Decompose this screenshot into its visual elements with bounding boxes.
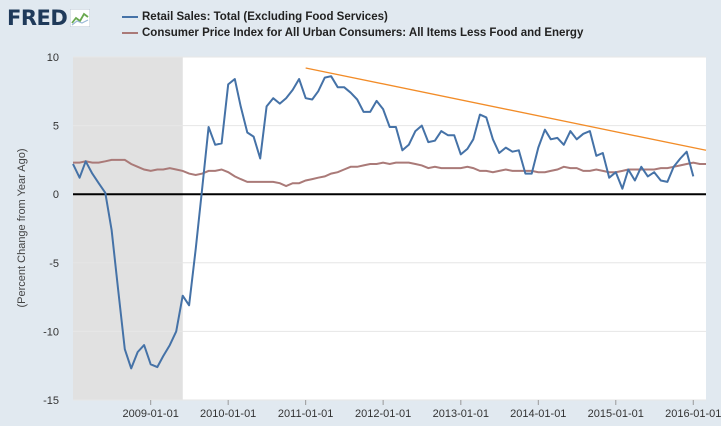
gridlines [73,56,706,401]
legend-item-retail[interactable]: Retail Sales: Total (Excluding Food Serv… [122,9,388,25]
series-line-cpi [73,158,706,188]
x-tick-label: 2011-01-01 [278,408,333,420]
recession-shading [73,57,183,400]
legend-swatch-retail [122,16,138,18]
y-tick-label: 10 [47,52,59,64]
legend-label-retail: Retail Sales: Total (Excluding Food Serv… [142,11,388,23]
y-tick-label: 5 [53,121,59,133]
y-tick-label: 0 [53,189,59,201]
legend-item-cpi[interactable]: Consumer Price Index for All Urban Consu… [122,25,583,41]
x-axis-ticks: 2009-01-01 2010-01-01 2011-01-01 2012-01-01… [123,400,721,420]
x-tick-label: 2014-01-01 [510,408,566,420]
legend-swatch-cpi [122,32,138,34]
x-tick-label: 2015-01-01 [588,408,644,420]
series-line-retail [72,75,695,370]
x-tick-label: 2012-01-01 [355,408,411,420]
x-tick-label: 2009-01-01 [123,408,179,420]
x-tick-label: 2013-01-01 [433,408,489,420]
chart-header: FRED Retail Sales: Total (Excluding Food… [0,0,721,52]
fred-logo-text: FRED [7,6,68,30]
y-tick-label: -10 [43,326,59,338]
y-tick-label: -15 [43,395,59,407]
legend-label-cpi: Consumer Price Index for All Urban Consu… [142,27,584,39]
trendline-annotation [305,67,707,151]
y-axis-ticks: -15 -10 -5 0 5 10 [43,52,59,407]
x-tick-label: 2016-01-01 [665,408,721,420]
x-tick-label: 2010-01-01 [200,408,256,420]
y-tick-label: -5 [49,258,59,270]
